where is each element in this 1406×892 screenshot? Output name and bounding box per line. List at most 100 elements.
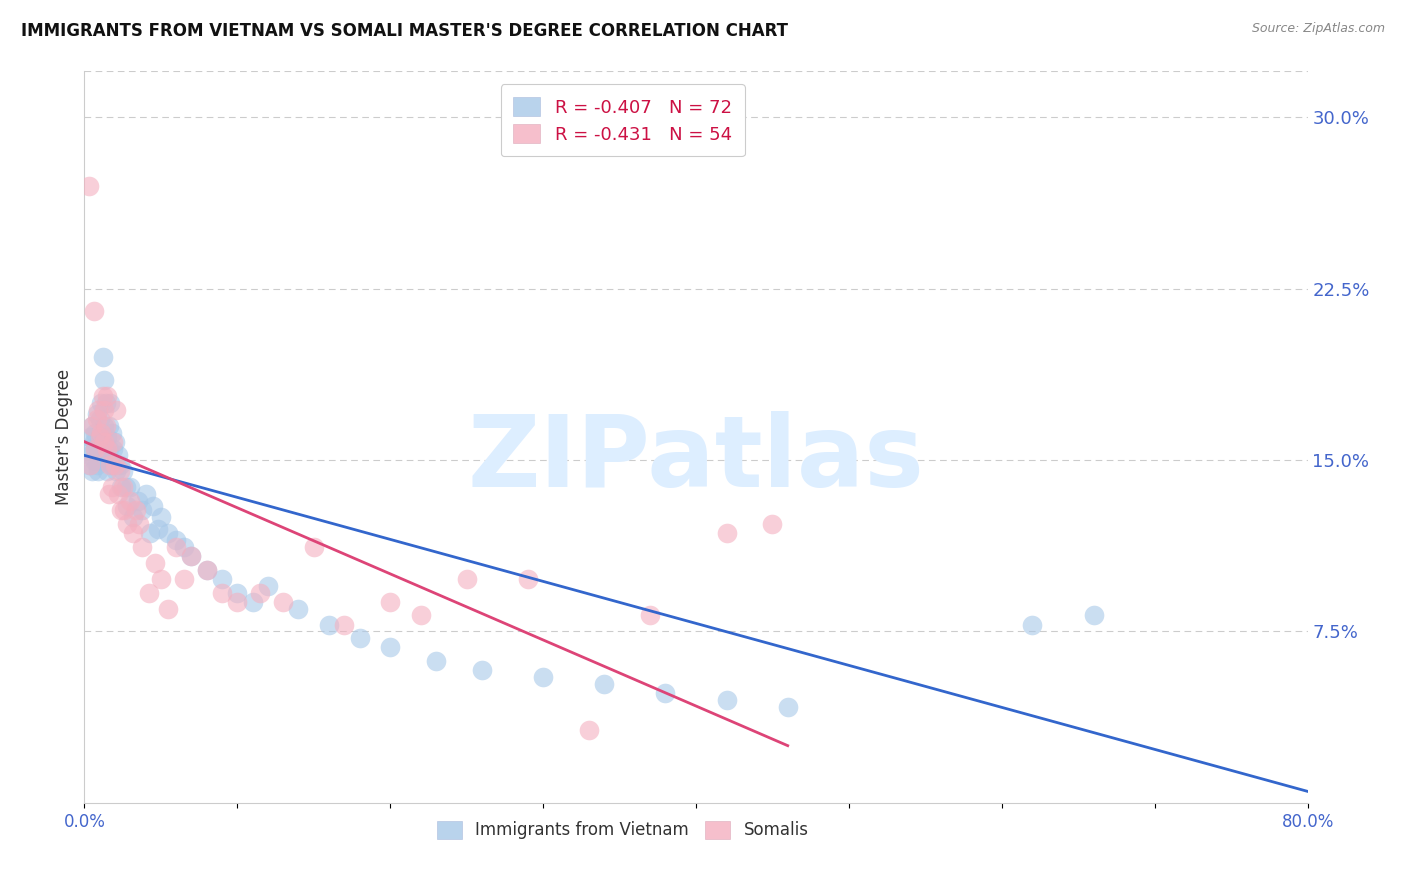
Point — [79, 458, 101, 472]
Point — [125, 503, 148, 517]
Point — [131, 503, 153, 517]
Point — [180, 549, 202, 563]
Point — [98, 396, 121, 410]
Point — [139, 526, 162, 541]
Point — [425, 654, 447, 668]
Point — [180, 549, 202, 563]
Point — [108, 464, 131, 478]
Point — [91, 350, 114, 364]
Point — [195, 563, 218, 577]
Point — [105, 402, 128, 417]
Point — [96, 430, 118, 444]
Point — [91, 389, 114, 403]
Point — [91, 434, 114, 449]
Point — [84, 425, 107, 440]
Point — [90, 442, 112, 456]
Point — [211, 585, 233, 599]
Point — [1021, 617, 1043, 632]
Point — [107, 487, 129, 501]
Point — [96, 389, 118, 403]
Point — [107, 449, 129, 463]
Y-axis label: Master's Degree: Master's Degree — [55, 369, 73, 505]
Point — [80, 464, 103, 478]
Point — [89, 430, 111, 444]
Point — [104, 458, 127, 472]
Point — [776, 699, 799, 714]
Point — [101, 458, 124, 472]
Point — [302, 540, 325, 554]
Point — [87, 442, 110, 456]
Point — [97, 442, 120, 456]
Point — [103, 434, 125, 449]
Text: ZIPatlas: ZIPatlas — [468, 410, 924, 508]
Point — [257, 579, 280, 593]
Point — [83, 453, 105, 467]
Point — [165, 533, 187, 547]
Point — [349, 632, 371, 646]
Point — [287, 601, 309, 615]
Point — [142, 499, 165, 513]
Point — [128, 516, 150, 531]
Point — [93, 434, 115, 449]
Point — [97, 487, 120, 501]
Point — [157, 526, 180, 541]
Point — [104, 434, 127, 449]
Point — [103, 442, 125, 456]
Point — [195, 563, 218, 577]
Point — [89, 453, 111, 467]
Point — [93, 373, 115, 387]
Point — [112, 503, 135, 517]
Point — [96, 464, 118, 478]
Point — [149, 572, 172, 586]
Point — [94, 396, 117, 410]
Point — [593, 677, 616, 691]
Point — [226, 595, 249, 609]
Point — [80, 418, 103, 433]
Point — [122, 526, 145, 541]
Point — [716, 693, 738, 707]
Text: Source: ZipAtlas.com: Source: ZipAtlas.com — [1251, 22, 1385, 36]
Point — [318, 617, 340, 632]
Point — [115, 499, 138, 513]
Point — [120, 494, 142, 508]
Point — [135, 487, 157, 501]
Point — [578, 723, 600, 737]
Point — [146, 521, 169, 535]
Point — [76, 442, 98, 456]
Text: IMMIGRANTS FROM VIETNAM VS SOMALI MASTER'S DEGREE CORRELATION CHART: IMMIGRANTS FROM VIETNAM VS SOMALI MASTER… — [21, 22, 789, 40]
Point — [83, 304, 105, 318]
Point — [89, 412, 111, 426]
Point — [98, 458, 121, 472]
Point — [409, 608, 432, 623]
Point — [716, 526, 738, 541]
Point — [87, 402, 110, 417]
Point — [1083, 608, 1105, 623]
Point — [110, 503, 132, 517]
Point — [226, 585, 249, 599]
Point — [114, 480, 136, 494]
Point — [173, 572, 195, 586]
Point — [111, 464, 134, 478]
Point — [211, 572, 233, 586]
Point — [143, 556, 166, 570]
Point — [90, 396, 112, 410]
Point — [138, 585, 160, 599]
Point — [761, 516, 783, 531]
Point — [127, 494, 149, 508]
Point — [79, 430, 101, 444]
Point — [89, 430, 111, 444]
Point — [86, 458, 108, 472]
Point — [111, 480, 134, 494]
Point — [165, 540, 187, 554]
Point — [108, 458, 131, 472]
Point — [333, 617, 356, 632]
Point — [456, 572, 478, 586]
Point — [654, 686, 676, 700]
Point — [96, 442, 118, 456]
Point — [638, 608, 661, 623]
Point — [131, 540, 153, 554]
Point — [84, 442, 107, 456]
Point — [86, 407, 108, 421]
Point — [531, 670, 554, 684]
Point — [77, 178, 100, 193]
